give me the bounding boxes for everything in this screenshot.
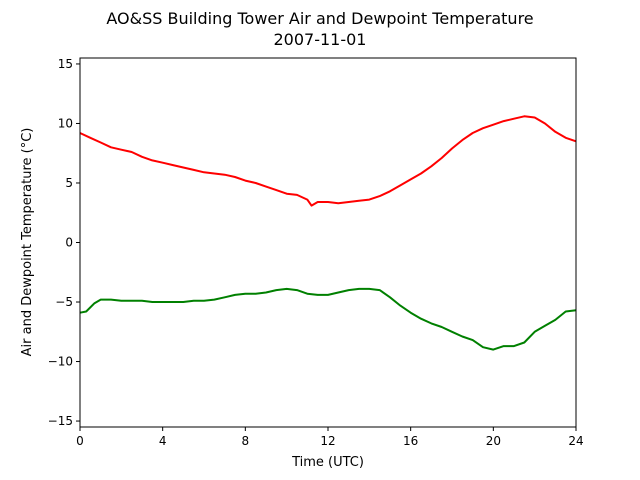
- y-tick-label: 15: [58, 57, 73, 71]
- chart-title: AO&SS Building Tower Air and Dewpoint Te…: [106, 9, 533, 28]
- x-tick-label: 0: [76, 434, 84, 448]
- y-tick-label: 0: [65, 236, 73, 250]
- x-tick-label: 8: [242, 434, 250, 448]
- y-tick-label: 5: [65, 176, 73, 190]
- series-line-1: [79, 115, 577, 207]
- y-tick-label: −5: [55, 295, 73, 309]
- series-line-2: [79, 287, 577, 351]
- x-tick-label: 12: [320, 434, 335, 448]
- y-tick-label: 10: [58, 116, 73, 130]
- plot-frame: [79, 57, 577, 428]
- x-tick-label: 4: [159, 434, 167, 448]
- chart-subtitle: 2007-11-01: [274, 30, 367, 49]
- x-tick-label: 20: [486, 434, 501, 448]
- x-tick-label: 16: [403, 434, 418, 448]
- y-tick-label: −15: [48, 414, 73, 428]
- x-tick-label: 24: [568, 434, 583, 448]
- y-tick-label: −10: [48, 355, 73, 369]
- x-axis-label: Time (UTC): [291, 455, 364, 470]
- plot-area: 0 4 8 12 16 20 24 −15 −10 −5 0 5 10 15: [48, 57, 584, 448]
- y-axis-label: Air and Dewpoint Temperature (°C): [20, 128, 35, 357]
